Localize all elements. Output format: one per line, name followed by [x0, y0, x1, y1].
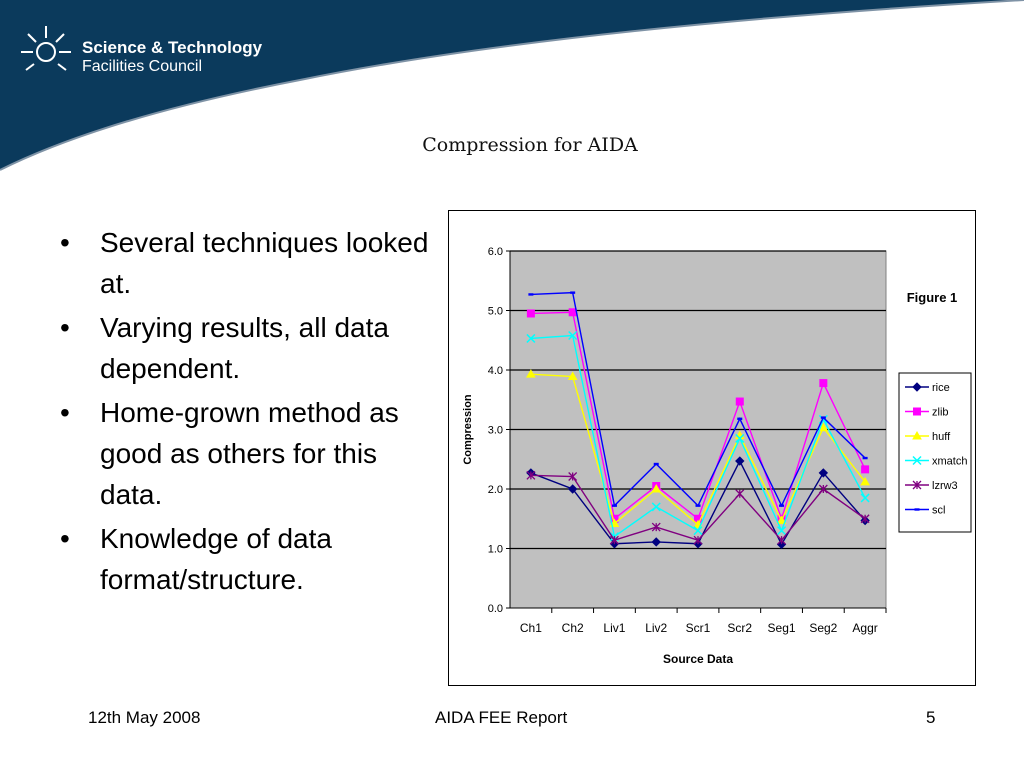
data-point-rice	[818, 468, 829, 478]
data-point-scl	[862, 456, 868, 460]
data-point-lzrw3	[693, 535, 703, 545]
legend-marker-huff	[912, 430, 922, 440]
bullet-item: • Varying results, all data dependent.	[60, 307, 440, 389]
banner-edge	[0, 0, 1024, 171]
y-tick-label: 5.0	[488, 306, 503, 318]
legend-box	[898, 372, 972, 533]
data-point-lzrw3	[777, 535, 787, 545]
data-point-zlib	[526, 309, 535, 318]
data-point-huff	[526, 369, 536, 378]
header-banner	[0, 0, 1024, 171]
data-point-scl	[653, 462, 659, 466]
bullet-item: • Several techniques looked at.	[60, 222, 440, 304]
data-point-huff	[651, 483, 662, 493]
legend-marker-lzrw3	[912, 480, 922, 490]
bullet-list: • Several techniques looked at. • Varying …	[60, 222, 440, 603]
legend-marker-rice	[912, 382, 922, 392]
data-point-xmatch	[777, 526, 787, 536]
bullet-text: Several techniques looked at.	[100, 227, 429, 299]
legend-marker-xmatch	[912, 455, 922, 466]
bullet-marker: •	[60, 227, 70, 258]
data-point-scl	[570, 291, 576, 294]
data-point-scl	[611, 504, 617, 507]
data-point-xmatch	[568, 330, 578, 341]
chart-frame: 0.0 1.0 2.0 3.0 4.0 5.0 6.0 Ch1 Ch2 Liv1 Liv2 Scr1 S…	[448, 210, 976, 686]
data-point-zlib	[735, 397, 744, 406]
y-tick-label: 4.0	[488, 365, 503, 377]
data-point-scl	[820, 416, 826, 419]
legend-label-rice: rice	[932, 382, 950, 394]
data-point-xmatch	[860, 493, 870, 503]
data-point-lzrw3	[568, 472, 578, 481]
data-point-huff	[860, 476, 870, 486]
data-point-rice	[651, 537, 661, 547]
compression-line-chart: 0.0 1.0 2.0 3.0 4.0 5.0 6.0 Ch1 Ch2 Liv1 Liv2 Scr1 S…	[462, 246, 972, 666]
x-tick-label: Scr1	[686, 621, 711, 635]
slide-title: Compression for AIDA	[422, 134, 638, 156]
bullet-marker: •	[60, 523, 70, 554]
x-tick-label: Aggr	[852, 621, 877, 635]
data-point-zlib	[568, 308, 577, 317]
data-point-scl	[779, 504, 785, 507]
data-point-huff	[776, 515, 787, 525]
x-tick-label: Seg1	[768, 621, 796, 635]
x-tick-label: Scr2	[727, 621, 752, 635]
data-point-lzrw3	[526, 470, 536, 480]
y-tick-label: 6.0	[488, 246, 503, 258]
y-tick-label: 2.0	[488, 484, 503, 496]
bullet-marker: •	[60, 397, 70, 428]
org-name-line1: Science & Technology	[82, 38, 263, 57]
data-point-xmatch	[735, 433, 745, 443]
sunburst-icon	[21, 26, 71, 71]
x-tick-label: Ch2	[562, 621, 584, 635]
x-axis-title: Source Data	[663, 652, 733, 666]
data-point-scl	[528, 293, 534, 296]
y-tick-label: 1.0	[488, 544, 503, 556]
data-point-zlib	[819, 379, 828, 388]
footer-page-number: 5	[926, 708, 936, 727]
legend-marker-scl	[914, 508, 920, 511]
bullet-text: Varying results, all data dependent.	[100, 312, 389, 384]
data-point-scl	[695, 504, 701, 507]
figure-annotation: Figure 1	[907, 290, 958, 305]
banner-shape	[0, 0, 1024, 170]
data-point-rice	[735, 456, 745, 466]
data-point-rice	[567, 484, 578, 494]
legend-marker-zlib	[913, 407, 921, 416]
bullet-text: Home-grown method as good as others for …	[100, 397, 399, 510]
y-tick-label: 0.0	[488, 603, 503, 615]
legend-label-lzrw3: lzrw3	[932, 480, 958, 492]
x-tick-label: Seg2	[809, 621, 837, 635]
x-tick-label: Ch1	[520, 621, 542, 635]
data-point-xmatch	[526, 333, 536, 343]
data-point-xmatch	[693, 526, 703, 536]
bullet-text: Knowledge of data format/structure.	[100, 523, 332, 595]
data-point-zlib	[861, 465, 870, 474]
data-point-lzrw3	[860, 514, 870, 524]
bullet-item: • Home-grown method as good as others for…	[60, 392, 440, 515]
data-point-huff	[818, 422, 829, 432]
org-name-line2: Facilities Council	[82, 58, 203, 75]
y-axis-title: Compression	[462, 394, 474, 465]
data-point-xmatch	[651, 502, 661, 512]
data-point-huff	[567, 371, 578, 381]
y-tick-label: 3.0	[488, 425, 503, 437]
legend-label-xmatch: xmatch	[932, 456, 967, 468]
data-point-lzrw3	[651, 522, 661, 532]
footer-report-title: AIDA FEE Report	[435, 708, 568, 727]
data-point-lzrw3	[609, 535, 619, 545]
legend-label-huff: huff	[932, 431, 951, 443]
data-point-lzrw3	[818, 484, 828, 494]
data-point-scl	[737, 417, 743, 420]
legend-label-zlib: zlib	[932, 407, 949, 419]
x-tick-label: Liv2	[645, 621, 667, 635]
x-tick-label: Liv1	[603, 621, 625, 635]
bullet-marker: •	[60, 312, 70, 343]
legend-label-scl: scl	[932, 505, 945, 517]
data-point-lzrw3	[735, 489, 745, 499]
stfc-logo	[20, 22, 260, 82]
bullet-item: • Knowledge of data format/structure.	[60, 518, 440, 600]
footer-date: 12th May 2008	[88, 708, 201, 727]
